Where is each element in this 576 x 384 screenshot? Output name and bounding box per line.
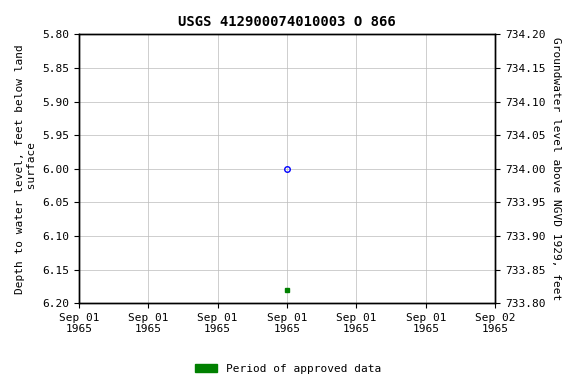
Legend: Period of approved data: Period of approved data — [191, 359, 385, 379]
Y-axis label: Depth to water level, feet below land
 surface: Depth to water level, feet below land su… — [15, 44, 37, 294]
Title: USGS 412900074010003 O 866: USGS 412900074010003 O 866 — [178, 15, 396, 29]
Y-axis label: Groundwater level above NGVD 1929, feet: Groundwater level above NGVD 1929, feet — [551, 37, 561, 300]
